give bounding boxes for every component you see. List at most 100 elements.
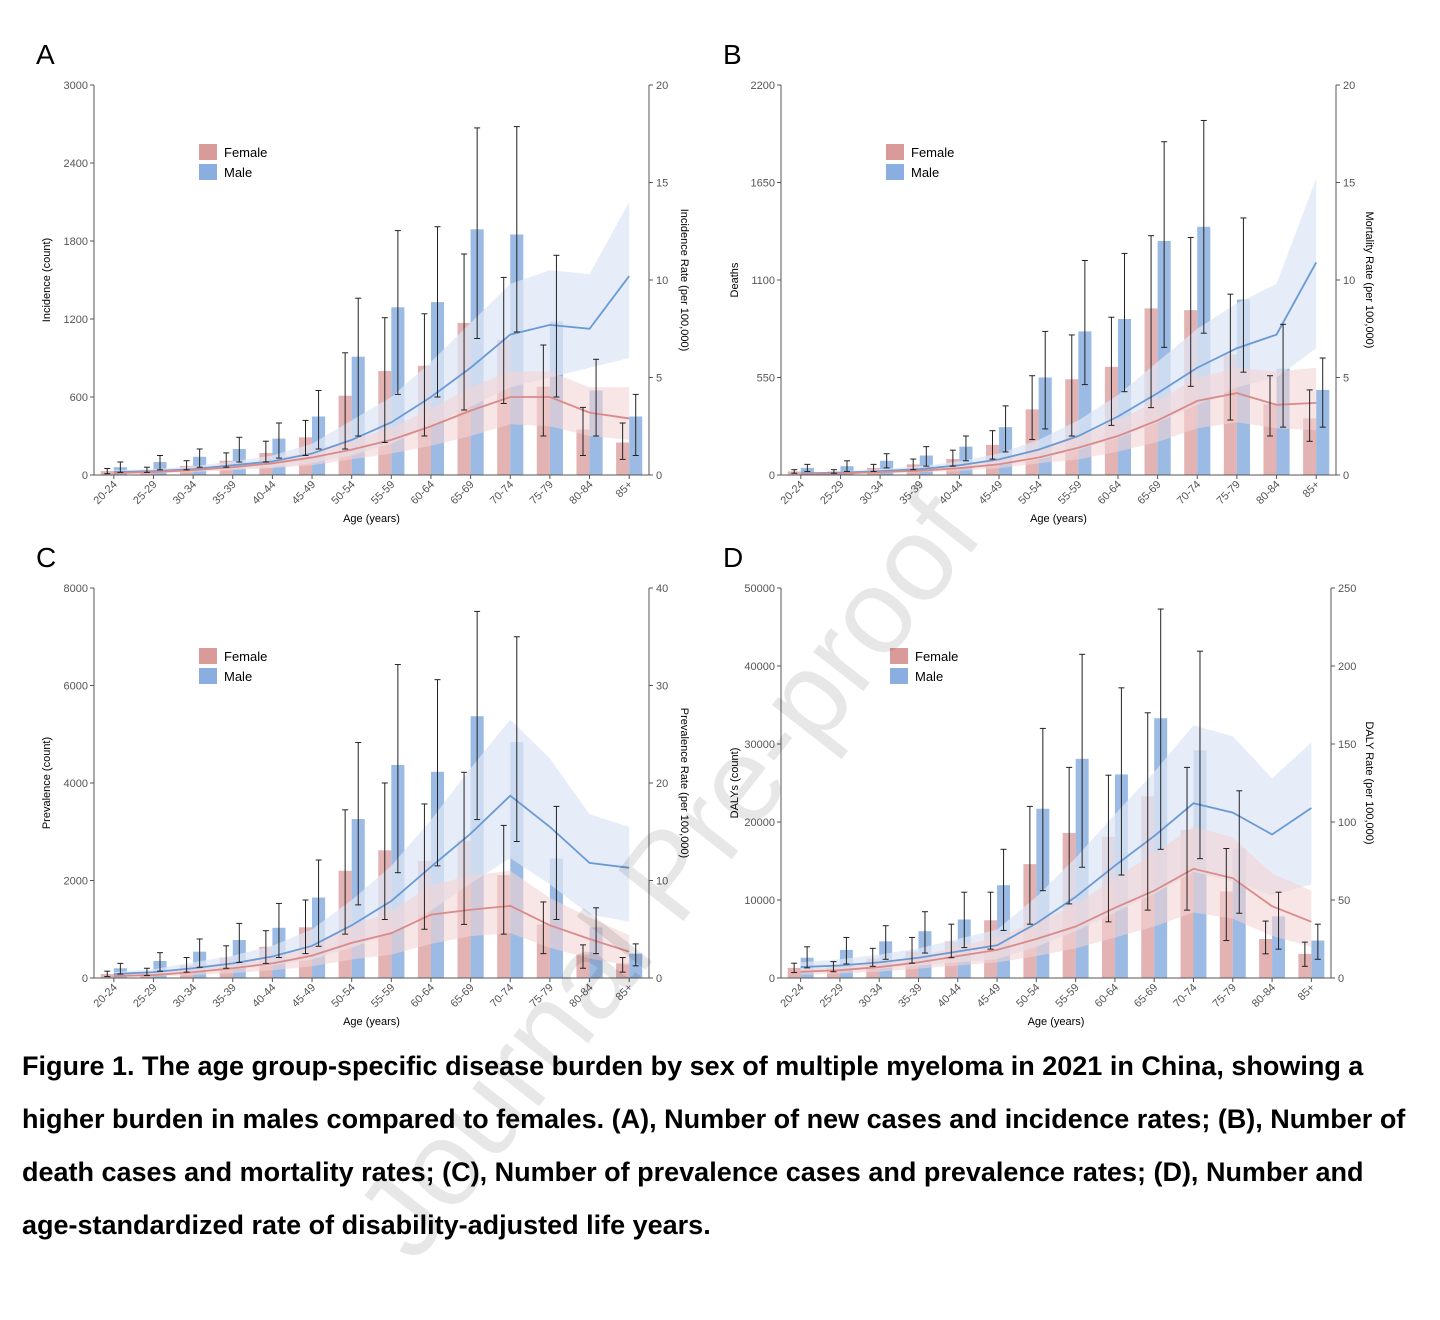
y-tick-label: 0 <box>82 973 88 985</box>
y-axis-title: Prevalence (count) <box>41 737 53 829</box>
y2-axis-title: Incidence Rate (per 100,000) <box>678 209 690 351</box>
x-tick-label: 20-24 <box>92 982 120 1010</box>
x-tick-label: 35-39 <box>210 479 238 507</box>
rate-band-male <box>113 719 630 977</box>
rate-band-female <box>113 870 630 978</box>
x-tick-label: 50-54 <box>329 479 357 507</box>
x-axis-title: Age (years) <box>1030 513 1087 525</box>
y2-tick-label: 0 <box>656 973 662 985</box>
x-tick-label: 80-84 <box>1250 982 1278 1010</box>
x-tick-label: 25-29 <box>818 479 846 507</box>
x-tick-label: 30-34 <box>171 479 199 507</box>
y-tick-label: 10000 <box>744 895 775 907</box>
y2-tick-label: 150 <box>1338 739 1356 751</box>
y2-tick-label: 20 <box>1343 80 1355 92</box>
rate-band-female <box>800 826 1312 975</box>
y-tick-label: 0 <box>769 973 775 985</box>
legend-swatch-male <box>890 668 908 684</box>
x-tick-label: 75-79 <box>528 982 556 1010</box>
x-tick-label: 25-29 <box>818 982 846 1010</box>
x-tick-label: 40-44 <box>250 479 278 507</box>
y-tick-label: 30000 <box>744 739 775 751</box>
x-tick-label: 70-74 <box>1171 982 1199 1010</box>
x-tick-label: 60-64 <box>1093 982 1121 1010</box>
panel-letter: B <box>723 39 742 70</box>
y2-tick-label: 15 <box>1343 178 1355 190</box>
y2-tick-label: 15 <box>656 178 668 190</box>
y-tick-label: 20000 <box>744 817 775 829</box>
x-tick-label: 20-24 <box>779 479 807 507</box>
y2-axis-title: DALY Rate (per 100,000) <box>1363 721 1375 844</box>
x-tick-label: 20-24 <box>92 479 120 507</box>
rate-line-male <box>113 275 630 473</box>
y-tick-label: 0 <box>769 470 775 482</box>
legend-swatch-female <box>199 648 217 664</box>
y2-tick-label: 10 <box>656 275 668 287</box>
panel-B: B 0 550 1100 1650 2200 0 5 10 15 20 20-24 25-29 30-34… <box>723 39 1375 525</box>
y-tick-label: 2000 <box>64 876 88 888</box>
y2-tick-label: 10 <box>1343 275 1355 287</box>
rate-band-female <box>113 371 630 475</box>
x-tick-label: 75-79 <box>1215 479 1243 507</box>
x-tick-label: 35-39 <box>896 982 924 1010</box>
y2-tick-label: 20 <box>656 778 668 790</box>
bar-female <box>1259 939 1273 978</box>
y-axis-title: Deaths <box>729 262 741 297</box>
x-tick-label: 55-59 <box>1056 479 1084 507</box>
rate-band-male <box>800 725 1312 972</box>
y2-tick-label: 40 <box>656 583 668 595</box>
legend: Female Male <box>886 144 954 180</box>
x-tick-label: 20-24 <box>778 982 806 1010</box>
x-tick-label: 50-54 <box>1016 479 1044 507</box>
y-tick-label: 550 <box>757 373 775 385</box>
rate-line-male <box>800 802 1312 968</box>
y2-tick-label: 0 <box>656 470 662 482</box>
rate-band-female <box>800 367 1317 475</box>
legend-label-male: Male <box>915 669 943 684</box>
legend-swatch-female <box>199 144 217 160</box>
y-axis-title: DALYs (count) <box>729 748 741 819</box>
legend-swatch-male <box>199 164 217 180</box>
x-tick-label: 40-44 <box>936 982 964 1010</box>
x-tick-label: 55-59 <box>1053 982 1081 1010</box>
legend-label-male: Male <box>911 165 939 180</box>
legend-label-female: Female <box>224 145 267 160</box>
y2-tick-label: 0 <box>1338 973 1344 985</box>
bar-female <box>1303 418 1317 475</box>
x-tick-label: 85+ <box>1301 479 1323 501</box>
legend-swatch-female <box>890 648 908 664</box>
legend: Female Male <box>199 144 267 180</box>
x-tick-label: 55-59 <box>369 479 397 507</box>
y-tick-label: 4000 <box>64 778 88 790</box>
rate-band-male <box>113 202 630 474</box>
x-tick-label: 65-69 <box>448 479 476 507</box>
x-tick-label: 80-84 <box>567 479 595 507</box>
y-tick-label: 40000 <box>744 661 775 673</box>
x-tick-label: 30-34 <box>858 479 886 507</box>
x-tick-label: 25-29 <box>131 479 159 507</box>
x-tick-label: 35-39 <box>897 479 925 507</box>
legend-label-male: Male <box>224 165 252 180</box>
x-axis-title: Age (years) <box>343 513 400 525</box>
x-tick-label: 65-69 <box>448 982 476 1010</box>
x-tick-label: 65-69 <box>1135 479 1163 507</box>
x-tick-label: 60-64 <box>1096 479 1124 507</box>
y2-tick-label: 10 <box>656 876 668 888</box>
legend-label-female: Female <box>224 649 267 664</box>
x-tick-label: 80-84 <box>567 982 595 1010</box>
y2-tick-label: 5 <box>656 373 662 385</box>
x-tick-label: 45-49 <box>290 982 318 1010</box>
x-tick-label: 55-59 <box>369 982 397 1010</box>
legend-swatch-male <box>199 668 217 684</box>
y2-tick-label: 50 <box>1338 895 1350 907</box>
y2-tick-label: 250 <box>1338 583 1356 595</box>
x-tick-label: 45-49 <box>290 479 318 507</box>
y-axis-title: Incidence (count) <box>41 238 53 322</box>
y2-tick-label: 20 <box>656 80 668 92</box>
x-tick-label: 60-64 <box>409 982 437 1010</box>
legend-label-female: Female <box>915 649 958 664</box>
x-tick-label: 35-39 <box>210 982 238 1010</box>
panel-letter: C <box>36 542 56 573</box>
x-tick-label: 45-49 <box>977 479 1005 507</box>
